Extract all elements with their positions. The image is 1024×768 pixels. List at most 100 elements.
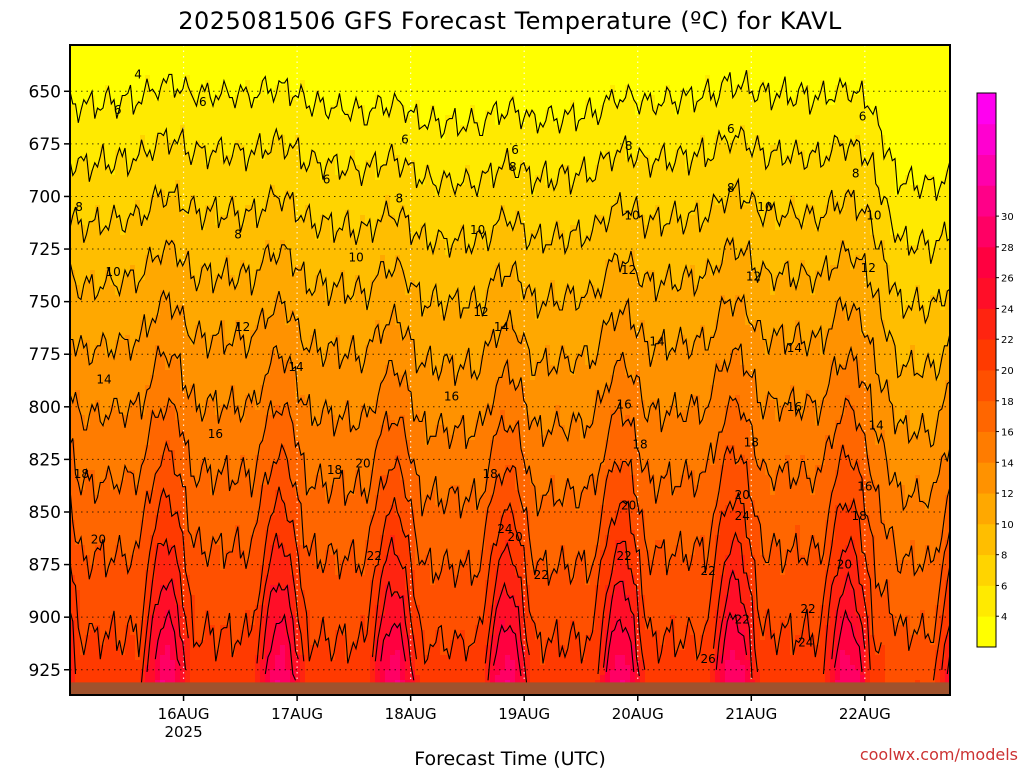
temperature-cell (195, 200, 201, 206)
temperature-cell (220, 195, 226, 201)
temperature-cell (170, 480, 176, 486)
temperature-cell (185, 550, 191, 556)
temperature-cell (235, 155, 241, 161)
temperature-cell (75, 125, 81, 131)
temperature-cell (135, 355, 141, 361)
temperature-cell (75, 70, 81, 76)
temperature-cell (185, 360, 191, 366)
temperature-cell (80, 405, 86, 411)
temperature-cell (100, 60, 106, 66)
temperature-cell (195, 75, 201, 81)
temperature-cell (160, 640, 166, 646)
temperature-cell (125, 360, 131, 366)
temperature-cell (75, 75, 81, 81)
temperature-cell (250, 640, 256, 646)
temperature-cell (75, 575, 81, 581)
temperature-cell (170, 150, 176, 156)
temperature-cell (200, 310, 206, 316)
temperature-cell (170, 390, 176, 396)
temperature-cell (110, 200, 116, 206)
temperature-cell (195, 245, 201, 251)
temperature-cell (160, 580, 166, 586)
temperature-cell (100, 130, 106, 136)
temperature-cell (200, 285, 206, 291)
temperature-cell (200, 590, 206, 596)
temperature-cell (210, 365, 216, 371)
temperature-cell (140, 545, 146, 551)
temperature-cell (160, 180, 166, 186)
temperature-cell (210, 560, 216, 566)
temperature-cell (80, 500, 86, 506)
temperature-cell (250, 170, 256, 176)
temperature-cell (180, 415, 186, 421)
temperature-cell (80, 575, 86, 581)
temperature-cell (190, 235, 196, 241)
temperature-cell (245, 360, 251, 366)
temperature-cell (245, 310, 251, 316)
temperature-cell (195, 195, 201, 201)
temperature-cell (225, 590, 231, 596)
temperature-cell (140, 480, 146, 486)
temperature-cell (220, 515, 226, 521)
temperature-cell (240, 75, 246, 81)
temperature-cell (165, 415, 171, 421)
temperature-cell (100, 85, 106, 91)
temperature-cell (160, 370, 166, 376)
temperature-cell (75, 360, 81, 366)
temperature-cell (195, 185, 201, 191)
temperature-cell (75, 460, 81, 466)
temperature-cell (230, 505, 236, 511)
temperature-cell (80, 355, 86, 361)
temperature-cell (95, 175, 101, 181)
temperature-cell (75, 505, 81, 511)
temperature-cell (215, 170, 221, 176)
temperature-cell (80, 610, 86, 616)
temperature-cell (215, 620, 221, 626)
temperature-cell (200, 645, 206, 651)
temperature-cell (150, 510, 156, 516)
temperature-cell (160, 425, 166, 431)
temperature-cell (130, 385, 136, 391)
temperature-cell (165, 105, 171, 111)
temperature-cell (120, 615, 126, 621)
temperature-cell (205, 445, 211, 451)
temperature-cell (130, 440, 136, 446)
temperature-cell (225, 120, 231, 126)
temperature-cell (240, 130, 246, 136)
temperature-cell (110, 180, 116, 186)
temperature-cell (250, 425, 256, 431)
temperature-cell (185, 380, 191, 386)
temperature-cell (125, 605, 131, 611)
temperature-cell (150, 300, 156, 306)
temperature-cell (130, 460, 136, 466)
temperature-cell (175, 285, 181, 291)
temperature-cell (210, 615, 216, 621)
temperature-cell (95, 360, 101, 366)
temperature-cell (180, 395, 186, 401)
temperature-cell (250, 155, 256, 161)
temperature-cell (155, 50, 161, 56)
temperature-cell (115, 50, 121, 56)
temperature-cell (110, 490, 116, 496)
temperature-cell (155, 120, 161, 126)
temperature-cell (205, 330, 211, 336)
temperature-cell (125, 385, 131, 391)
temperature-cell (240, 600, 246, 606)
temperature-cell (230, 475, 236, 481)
temperature-cell (145, 360, 151, 366)
temperature-cell (250, 220, 256, 226)
temperature-cell (85, 290, 91, 296)
temperature-cell (105, 290, 111, 296)
temperature-cell (75, 510, 81, 516)
temperature-cell (100, 500, 106, 506)
temperature-cell (185, 165, 191, 171)
temperature-cell (90, 335, 96, 341)
temperature-cell (110, 395, 116, 401)
temperature-cell (245, 580, 251, 586)
temperature-cell (215, 65, 221, 71)
temperature-cell (190, 400, 196, 406)
temperature-cell (190, 250, 196, 256)
temperature-cell (160, 220, 166, 226)
temperature-cell (155, 210, 161, 216)
temperature-cell (210, 585, 216, 591)
